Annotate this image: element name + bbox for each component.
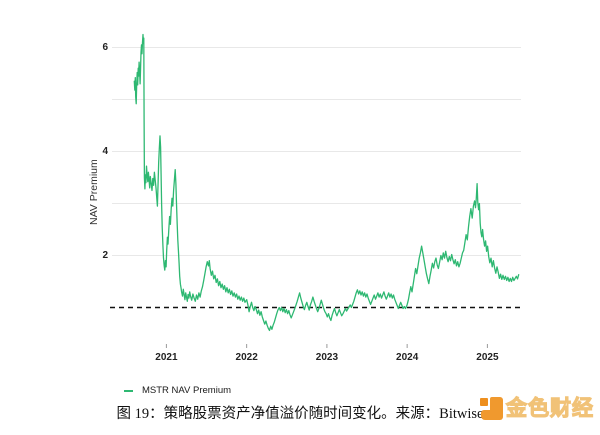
chart-canvas (110, 33, 521, 348)
x-axis-tick-label: 2022 (235, 352, 258, 363)
y-axis-title: NAV Premium (88, 159, 100, 225)
caption-row: 图 19：策略股票资产净值溢价随时间变化。来源：Bitwise (0, 402, 600, 423)
legend-label: MSTR NAV Premium (142, 385, 232, 396)
jinse-logo-text: 金色财经 (505, 396, 594, 420)
jinse-logo-icon (480, 397, 503, 420)
x-axis-tick-label: 2023 (315, 352, 339, 363)
y-axis-tick-label: 4 (102, 145, 108, 157)
x-axis-tick-label: 2025 (476, 352, 499, 363)
x-axis-tick-label: 2024 (396, 352, 419, 363)
nav-premium-chart: NAV Premium 2021 2022 2023 2024 2025 2 4 6 (88, 33, 521, 363)
mstr-nav-premium-line (133, 33, 520, 332)
figure-caption: 图 19：策略股票资产净值溢价随时间变化。来源：Bitwise (116, 406, 484, 422)
legend-line-marker (124, 389, 133, 392)
y-axis-tick-label: 2 (102, 249, 108, 261)
x-axis-tick-label: 2021 (155, 352, 178, 363)
legend: MSTR NAV Premium (124, 385, 231, 396)
y-axis-tick-label: 6 (102, 41, 108, 53)
jinse-watermark: 金色财经 (480, 396, 594, 421)
